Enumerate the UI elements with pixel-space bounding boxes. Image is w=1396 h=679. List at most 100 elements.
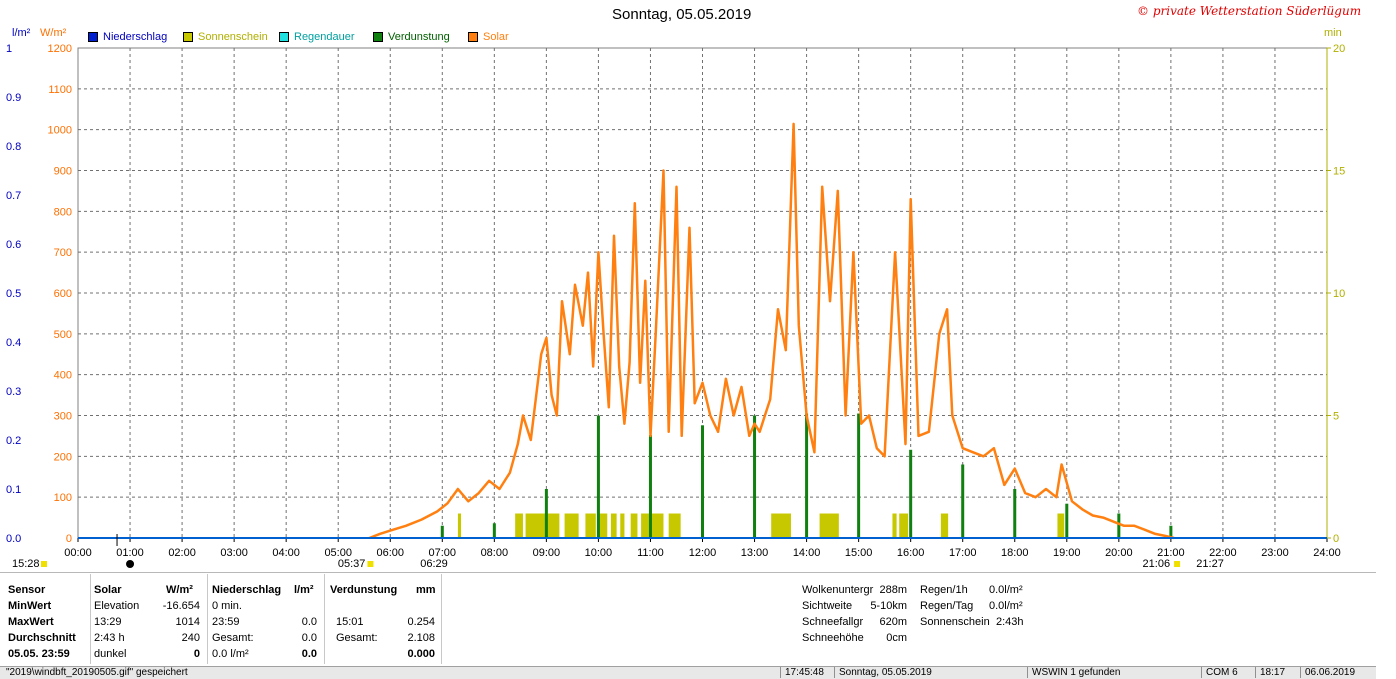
rain-value: 0.0l/m² [989,600,1023,612]
stats-niederschlag-label: 23:59 [212,616,240,628]
legend-label: Sonnenschein [198,31,268,43]
y-min-tick-label: 20 [1333,43,1345,55]
legend-item: Regendauer [279,31,355,43]
weather-value: 5-10km [870,600,907,612]
evaporation-bar [1117,513,1121,538]
x-tick-label: 04:00 [272,547,300,559]
x-tick-label: 13:00 [741,547,769,559]
x-tick-label: 10:00 [585,547,613,559]
chart-title: Sonntag, 05.05.2019 [612,6,752,23]
y-solar-tick-label: 700 [54,247,72,259]
x-tick-label: 12:00 [689,547,717,559]
y-min-tick-label: 10 [1333,288,1345,300]
rain-label: Regen/1h [920,584,968,596]
x-tick-label: 18:00 [1001,547,1029,559]
stats-row-label: Durchschnitt [8,632,76,644]
x-tick-label: 06:00 [376,547,404,559]
sunshine-bar [457,513,462,538]
stats-solar-value: -16.654 [162,600,200,612]
sunrise-time: 05:37 [338,558,366,570]
stats-verdunstung-value: 0.254 [407,616,435,628]
evaporation-bar [544,489,548,538]
weather-label: Sichtweite [802,600,853,612]
stats-header-verdunstung-unit: mm [416,584,436,596]
y-solar-tick-label: 300 [54,411,72,423]
stats-niederschlag-value: 0.0 [301,648,317,660]
stats-header-niederschlag: Niederschlag [212,584,282,596]
sunshine-bar [620,513,625,538]
x-tick-label: 22:00 [1209,547,1237,559]
marker-left-time: 15:28 [12,558,40,570]
sunshine-bar [630,513,638,538]
marker-left-dot [41,561,47,567]
y-rain-tick-label: 0.1 [6,484,21,496]
y-rain-tick-label: 0.7 [6,190,21,202]
y-rain-tick-label: 0.4 [6,337,21,349]
x-tick-label: 07:00 [429,547,457,559]
solar-line [368,122,1175,540]
x-tick-label: 11:00 [637,547,664,559]
evaporation-bar [1065,503,1069,538]
stats-verdunstung-label: 15:01 [336,616,364,628]
status-com: COM 6 [1201,667,1256,678]
stats-solar-label: 2:43 h [94,632,125,644]
y-solar-tick-label: 1000 [48,125,72,137]
stats-solar-label: Elevation [94,600,140,612]
sunset-icon [1174,561,1181,567]
sunset-time: 21:06 [1143,558,1171,570]
sunshine-bar [899,513,909,538]
legend-label: Solar [483,31,509,43]
sunshine-bar [610,513,617,538]
weather-label: Schneehöhe [802,632,864,644]
stats-row-label: MaxWert [8,616,54,628]
evaporation-bar [596,415,600,538]
y-solar-tick-label: 400 [54,370,72,382]
x-tick-label: 14:00 [793,547,821,559]
weather-value: 0cm [886,632,907,644]
evaporation-bar [1013,489,1017,538]
sunshine-bar [1057,513,1065,538]
stats-niederschlag-label: 0.0 l/m² [212,648,249,660]
y-min-tick-label: 5 [1333,411,1339,423]
x-tick-label: 20:00 [1105,547,1133,559]
y-solar-tick-label: 600 [54,288,72,300]
legend-item: Verdunstung [373,31,450,43]
stats-verdunstung-value: 0.000 [407,648,435,660]
y-rain-tick-label: 0.5 [6,288,21,300]
sunshine-bar [940,513,949,538]
y-solar-tick-label: 1200 [48,43,72,55]
weather-label: Schneefallgr [802,616,864,628]
stats-verdunstung-label: Gesamt: [336,632,378,644]
stats-solar-value: 1014 [175,616,200,628]
evaporation-bar [648,435,652,538]
x-tick-label: 02:00 [168,547,196,559]
y-solar-tick-label: 900 [54,166,72,178]
x-tick-label: 05:00 [324,547,352,559]
copyright-label: © private Wetterstation Süderlügum [1137,4,1362,18]
twilight-morning-time: 06:29 [420,558,448,570]
legend-item: Sonnenschein [183,31,268,43]
status-clock: 18:17 [1255,667,1300,678]
legend-label: Regendauer [294,31,355,43]
x-tick-label: 08:00 [481,547,509,559]
stats-panel [0,572,1376,665]
evaporation-bar [753,415,757,538]
status-day: Sonntag, 05.05.2019 [834,667,1024,678]
y-solar-tick-label: 200 [54,451,72,463]
sunshine-bar [564,513,579,538]
sunshine-bar [819,513,839,538]
y-rain-tick-label: 0.0 [6,533,21,545]
x-tick-label: 17:00 [949,547,977,559]
y-min-unit: min [1324,27,1342,39]
panel-divider [90,574,91,664]
evaporation-bar [492,523,496,538]
status-time: 17:45:48 [780,667,833,678]
y-rain-unit: l/m² [12,27,31,39]
legend-label: Niederschlag [103,31,168,43]
y-min-tick-label: 15 [1333,166,1345,178]
x-tick-label: 01:00 [116,547,144,559]
status-bar [0,666,1376,679]
evaporation-bar [961,464,965,538]
stats-solar-value: 0 [193,648,200,660]
evaporation-bar [1169,525,1173,538]
